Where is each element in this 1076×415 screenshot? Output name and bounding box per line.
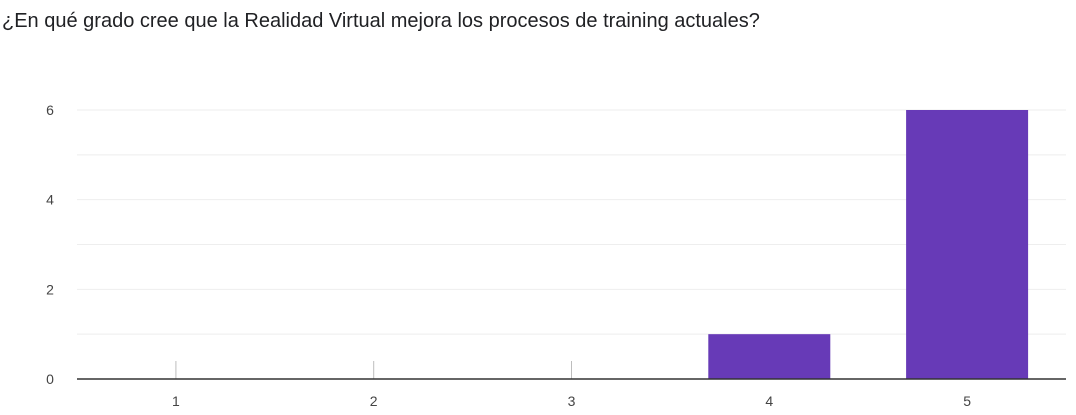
x-tick-label: 1 xyxy=(172,393,180,409)
x-tick-label: 4 xyxy=(765,393,773,409)
y-tick-label: 4 xyxy=(46,192,54,208)
y-tick-label: 0 xyxy=(46,371,54,387)
gridlines xyxy=(77,109,1066,335)
x-tick-label: 5 xyxy=(963,393,971,409)
x-tick-label: 2 xyxy=(370,393,378,409)
x-tick-label: 3 xyxy=(568,393,576,409)
bar-5[interactable] xyxy=(906,110,1029,379)
bars xyxy=(708,110,1029,379)
y-tick-label: 2 xyxy=(46,281,54,297)
chart-title: ¿En qué grado cree que la Realidad Virtu… xyxy=(2,10,760,32)
bar-4[interactable] xyxy=(708,334,831,379)
x-axis-ticks: 1 2 3 4 5 xyxy=(172,361,971,409)
y-axis-ticks: 0 2 4 6 xyxy=(46,102,54,387)
y-tick-label: 6 xyxy=(46,102,54,118)
